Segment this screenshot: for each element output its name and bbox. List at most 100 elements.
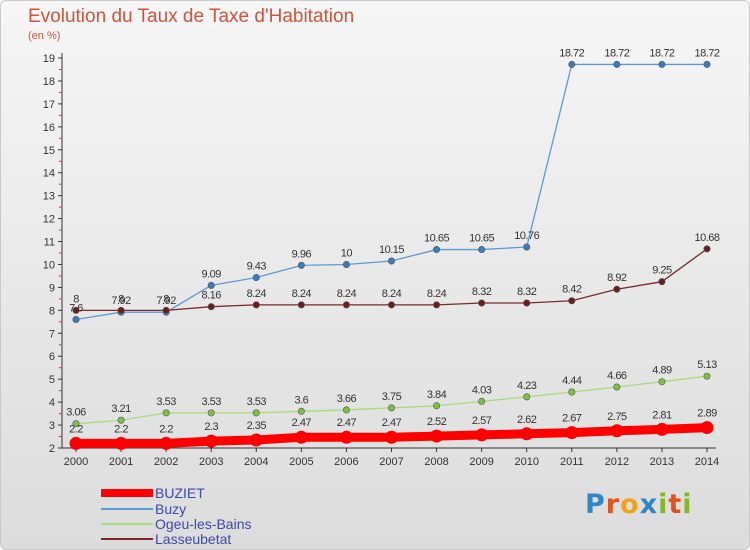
data-label-buzy: 7.92 (156, 295, 176, 307)
data-label-buzy: 10.15 (379, 244, 404, 256)
data-point-buziet (610, 424, 624, 438)
x-tick-label: 2012 (605, 456, 629, 468)
data-label-buziet: 2.47 (382, 417, 402, 429)
logo-letter-3: x (639, 489, 659, 520)
data-point-buziet (159, 436, 173, 450)
y-tick-label: 16 (43, 122, 55, 134)
x-tick-label: 2000 (64, 456, 88, 468)
data-point-lasseubetat (207, 303, 215, 311)
legend-swatch-buziet (101, 489, 153, 497)
x-tick-label: 2014 (695, 456, 719, 468)
data-label-buzy: 10.65 (469, 233, 494, 245)
data-label-lasseubetat: 8 (118, 293, 124, 305)
data-point-lasseubetat (162, 306, 170, 314)
data-point-buziet (69, 436, 83, 450)
logo-letter-5: t (668, 489, 683, 520)
data-label-lasseubetat: 8.16 (202, 290, 222, 302)
data-point-buzy (523, 243, 531, 251)
data-point-buzy (387, 257, 395, 265)
data-label-buziet: 2.52 (427, 416, 447, 428)
data-label-ogeu-les-bains: 3.6 (294, 394, 308, 406)
data-label-ogeu-les-bains: 5.13 (697, 359, 717, 371)
data-point-lasseubetat (117, 306, 125, 314)
data-label-buzy: 9.96 (292, 248, 312, 260)
data-point-buzy (72, 316, 80, 324)
y-tick-label: 3 (49, 420, 55, 432)
data-label-buziet: 2.47 (337, 417, 357, 429)
x-tick-label: 2013 (650, 456, 674, 468)
logo-letter-0: P (585, 489, 606, 520)
y-tick-label: 4 (49, 397, 55, 409)
x-tick-label: 2008 (424, 456, 448, 468)
data-point-ogeu-les-bains (162, 409, 170, 417)
data-point-buzy (478, 246, 486, 254)
data-label-buzy: 18.72 (559, 47, 584, 59)
data-point-ogeu-les-bains (658, 378, 666, 386)
data-point-buziet (475, 428, 489, 442)
legend-label-lasseubetat: Lasseubetat (155, 531, 232, 547)
x-tick-label: 2006 (334, 456, 358, 468)
data-point-buziet (339, 430, 353, 444)
data-point-buzy (613, 60, 621, 68)
data-label-buzy: 18.72 (604, 47, 629, 59)
data-point-lasseubetat (703, 245, 711, 253)
data-label-lasseubetat: 9.25 (652, 265, 672, 277)
data-label-lasseubetat: 8.32 (472, 286, 492, 298)
data-point-lasseubetat (297, 301, 305, 309)
chart-title: Evolution du Taux de Taxe d'Habitation (28, 6, 355, 27)
x-tick-label: 2002 (154, 456, 178, 468)
data-label-ogeu-les-bains: 3.53 (156, 396, 176, 408)
data-label-lasseubetat: 8.32 (517, 286, 537, 298)
data-label-lasseubetat: 8.24 (247, 288, 267, 300)
data-label-buzy: 7.92 (111, 295, 131, 307)
data-point-buzy (433, 246, 441, 254)
data-point-lasseubetat (478, 299, 486, 307)
data-point-lasseubetat (613, 285, 621, 293)
data-label-ogeu-les-bains: 3.66 (337, 393, 357, 405)
y-tick-label: 7 (49, 328, 55, 340)
data-point-buziet (385, 430, 398, 444)
y-tick-label: 8 (49, 305, 55, 317)
data-label-buziet: 2.2 (159, 423, 173, 435)
y-tick-label: 11 (44, 237, 55, 249)
y-tick-label: 18 (43, 76, 55, 88)
data-label-buziet: 2.2 (114, 423, 128, 435)
data-point-lasseubetat (523, 299, 531, 307)
data-point-ogeu-les-bains (207, 409, 215, 417)
chart-unit-label: (en %) (28, 30, 61, 42)
data-point-lasseubetat (387, 301, 395, 309)
data-point-buzy (297, 261, 305, 269)
data-label-lasseubetat: 8.24 (382, 288, 402, 300)
data-point-ogeu-les-bains (523, 393, 531, 401)
x-tick-label: 2010 (514, 456, 538, 468)
data-point-buziet (204, 434, 218, 448)
data-label-buziet: 2.3 (204, 421, 218, 433)
data-point-buzy (342, 260, 350, 268)
data-point-buziet (114, 436, 128, 450)
y-tick-label: 14 (43, 168, 55, 180)
data-label-ogeu-les-bains: 3.06 (66, 407, 86, 419)
data-point-ogeu-les-bains (478, 397, 486, 405)
data-point-buziet (249, 433, 263, 447)
y-tick-label: 9 (49, 282, 55, 294)
data-label-ogeu-les-bains: 3.84 (427, 389, 447, 401)
data-point-buzy (658, 60, 666, 68)
data-label-lasseubetat: 8.92 (607, 272, 627, 284)
y-tick-label: 19 (43, 53, 55, 65)
data-label-ogeu-les-bains: 4.03 (472, 384, 492, 396)
data-label-lasseubetat: 10.68 (694, 232, 719, 244)
y-tick-label: 2 (49, 443, 55, 455)
data-label-lasseubetat: 8 (73, 293, 79, 305)
data-label-buzy: 10.65 (424, 233, 449, 245)
data-label-ogeu-les-bains: 3.21 (111, 403, 131, 415)
x-tick-label: 2001 (109, 456, 133, 468)
proxiti-logo: Proxiti (585, 489, 693, 520)
data-label-buzy: 18.72 (694, 47, 719, 59)
data-point-ogeu-les-bains (117, 416, 125, 424)
data-label-buziet: 2.57 (472, 415, 492, 427)
data-label-buziet: 2.67 (562, 413, 582, 425)
y-tick-label: 5 (49, 374, 55, 386)
data-point-buziet (565, 426, 579, 440)
x-tick-label: 2004 (244, 456, 268, 468)
